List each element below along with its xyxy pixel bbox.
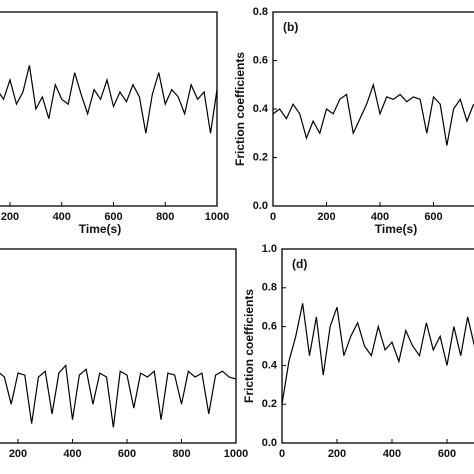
x-tick-label: 600: [424, 211, 442, 223]
x-axis-label: Time(s): [375, 222, 417, 236]
panel-label: (b): [283, 20, 298, 34]
x-tick-label: 1000: [205, 211, 229, 223]
panel-label: (d): [292, 257, 307, 271]
y-tick-label: 0.0: [262, 437, 277, 449]
x-tick-label: 200: [1, 211, 19, 223]
x-tick-label: 600: [104, 211, 122, 223]
x-tick-label: 400: [63, 448, 81, 460]
x-tick-label: 200: [9, 448, 27, 460]
data-line: [0, 65, 217, 134]
plot-frame: [272, 11, 474, 207]
x-tick-label: 400: [383, 448, 401, 460]
x-tick-label: 200: [317, 211, 335, 223]
y-tick-label: 1.0: [262, 243, 277, 255]
x-tick-label: 600: [118, 448, 136, 460]
x-axis-label: Time(s): [79, 222, 121, 236]
y-axis-label: Friction coefficients: [242, 289, 256, 403]
x-tick-label: 800: [156, 211, 174, 223]
y-tick-label: 0.4: [253, 103, 269, 115]
x-tick-label: 400: [371, 211, 389, 223]
y-tick-label: 0.6: [253, 54, 268, 66]
x-tick-label: 800: [172, 448, 190, 460]
x-tick-label: 0: [270, 211, 276, 223]
y-tick-label: 0.2: [262, 398, 277, 410]
plot-frame: [0, 11, 218, 207]
data-line: [273, 82, 474, 146]
y-tick-label: 0.0: [253, 200, 268, 212]
x-tick-label: 600: [438, 448, 456, 460]
data-line: [282, 303, 474, 405]
y-tick-label: 0.4: [262, 359, 278, 371]
data-line: [0, 364, 236, 428]
y-axis-label: Friction coefficients: [233, 52, 247, 166]
plot-frame: [281, 248, 474, 444]
x-tick-label: 0: [279, 448, 285, 460]
x-tick-label: 400: [53, 211, 71, 223]
y-tick-label: 0.6: [262, 321, 277, 333]
x-tick-label: 200: [328, 448, 346, 460]
y-tick-label: 0.8: [253, 6, 268, 18]
y-tick-label: 0.2: [253, 151, 268, 163]
plot-frame: [0, 248, 237, 444]
x-tick-label: 1000: [224, 448, 248, 460]
y-tick-label: 0.8: [262, 282, 277, 294]
